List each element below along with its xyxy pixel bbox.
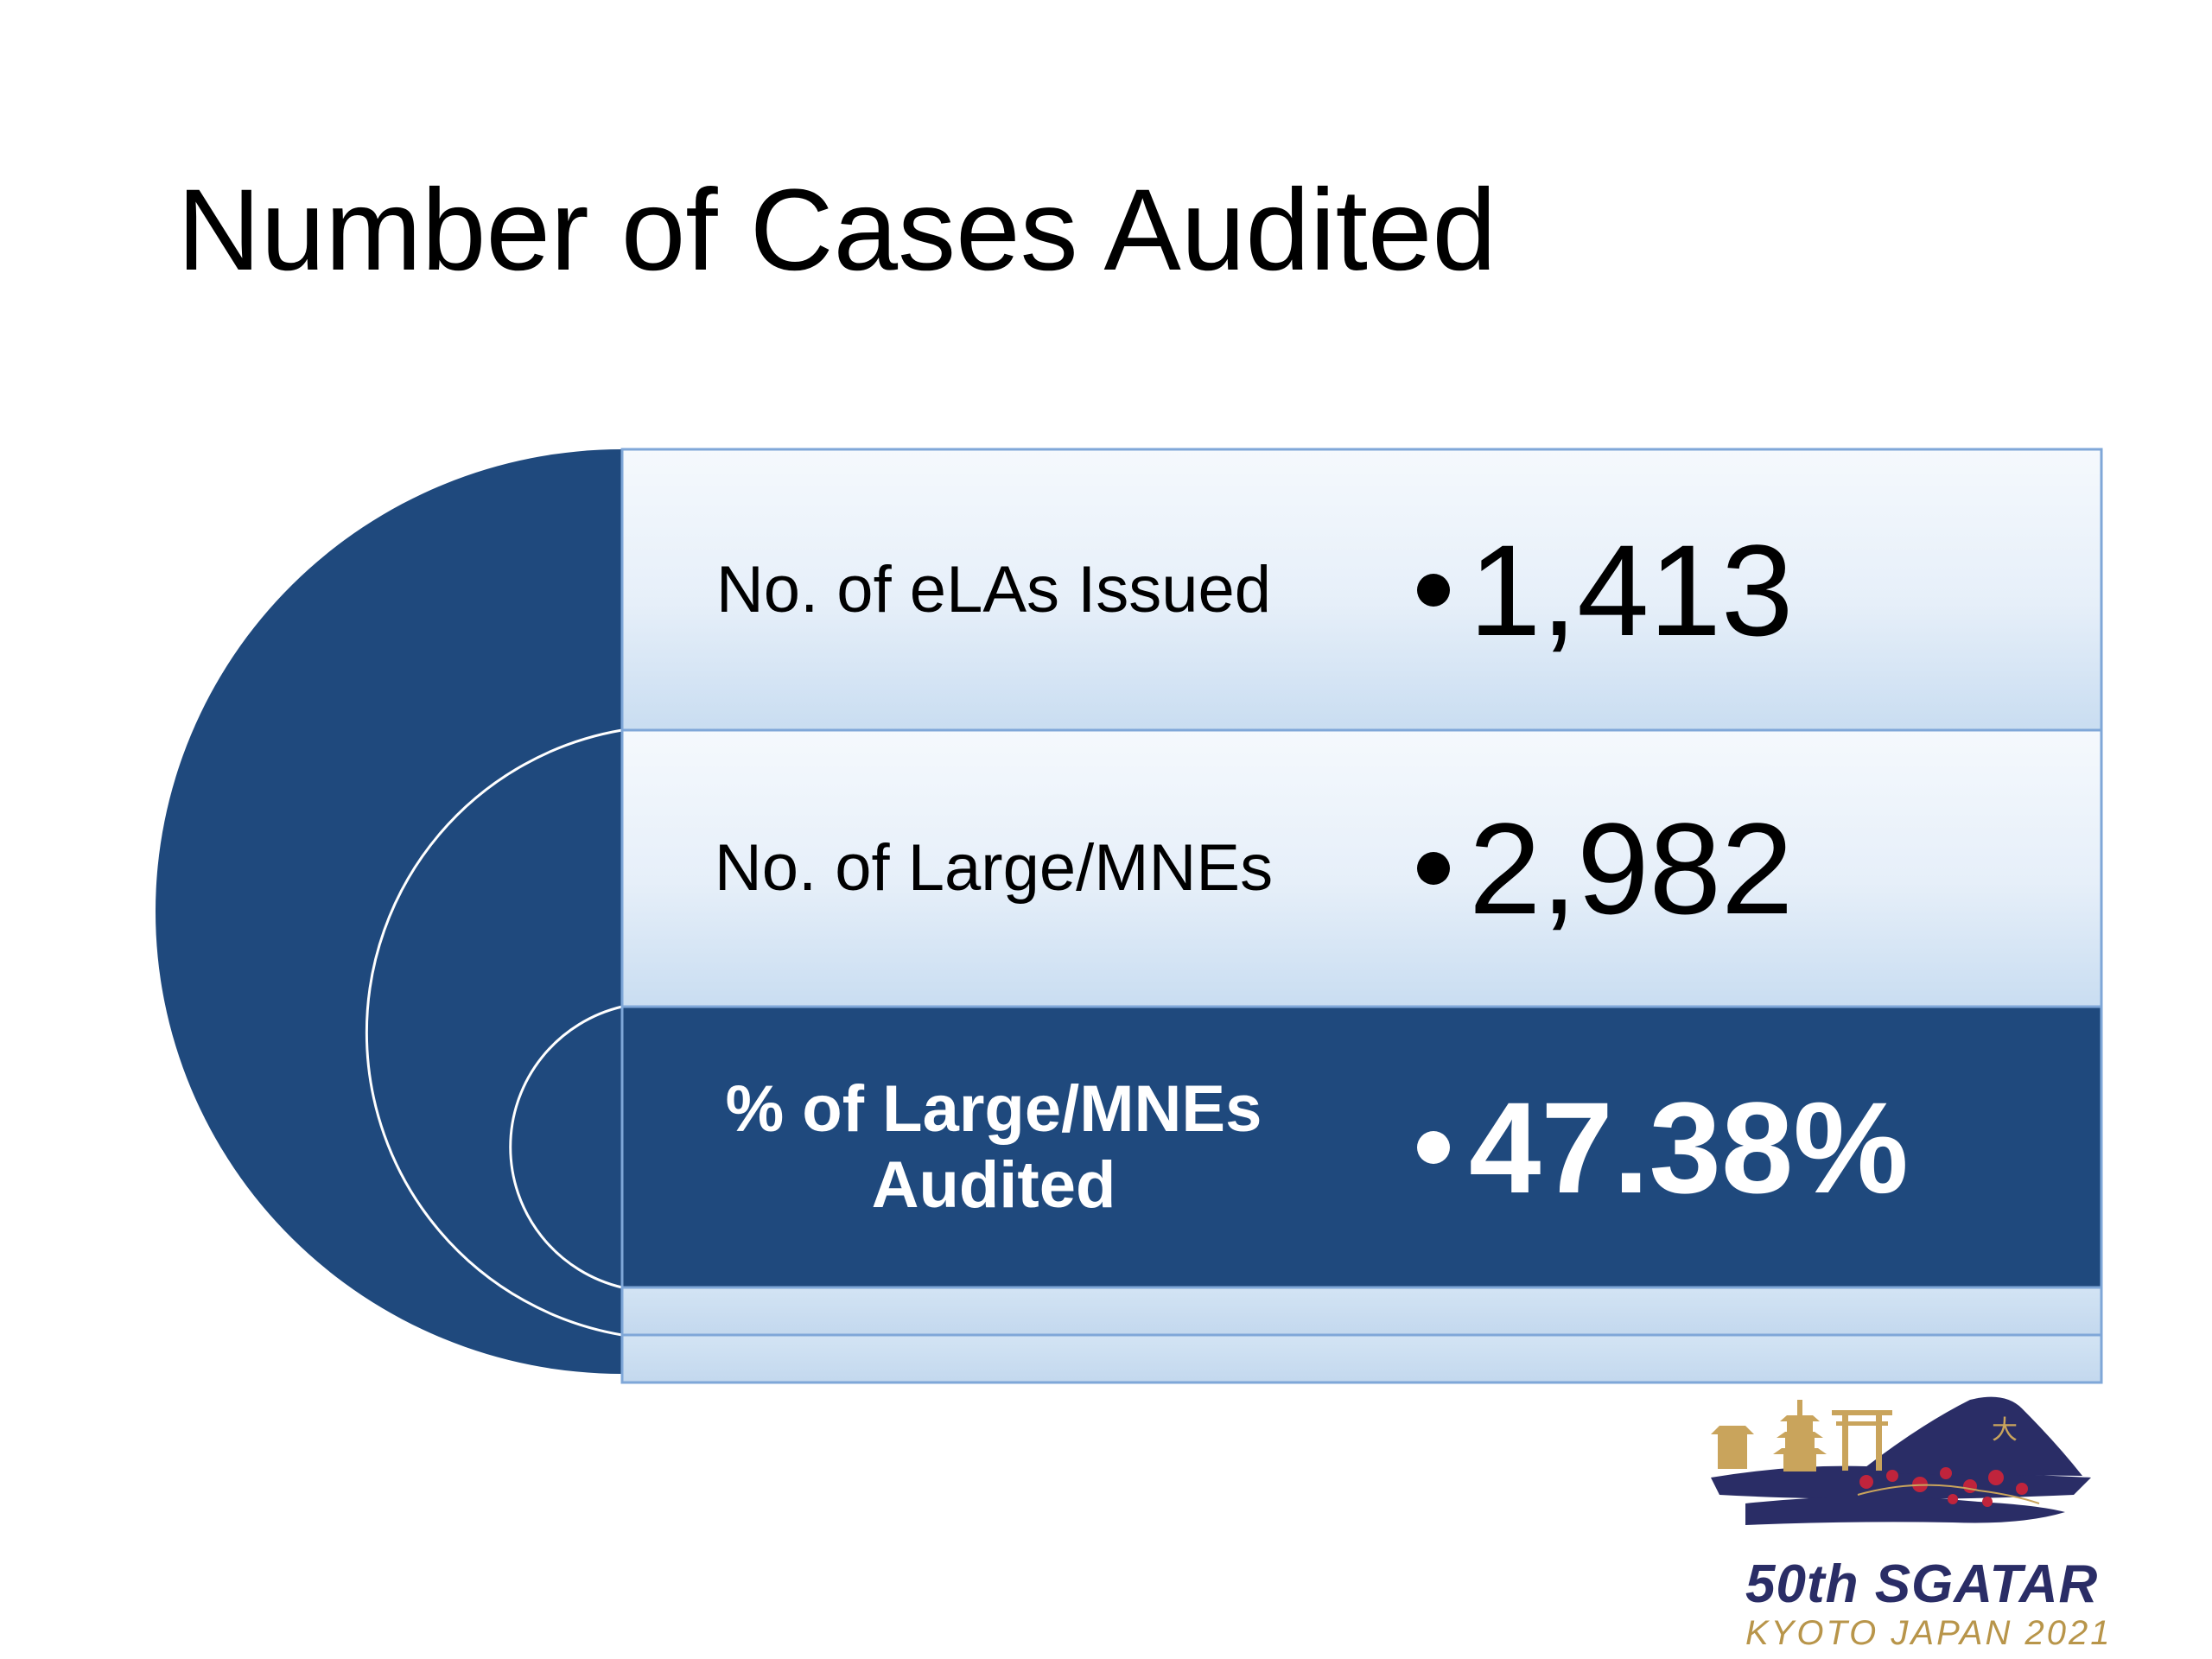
row-2-background [620,728,2103,1008]
sgatar-logo: 大 [1711,1396,2091,1525]
middle-arc [365,728,623,1337]
bullet-icon [1417,852,1450,885]
bullet-icon [1417,573,1450,607]
row-1-background [620,448,2103,732]
outer-half-disc [156,449,622,1374]
logo-line1: 50th SGATAR [1745,1554,2099,1614]
row-3-background [620,1005,2103,1289]
strip-2 [620,1333,2103,1384]
row-3-label: % of Large/MNEs Audited [725,1072,1262,1222]
row-1-value: 1,413 [1469,517,1794,663]
row-1-label: No. of eLAs Issued [715,552,1272,626]
row-2-label: No. of Large/MNEs [714,831,1274,906]
slide-title: Number of Cases Audited [177,166,1497,295]
bullet-icon [1417,1130,1450,1164]
row-2-value: 2,982 [1469,796,1794,941]
row-1-value-wrap: 1,413 [1417,449,1793,730]
logo-kanji: 大 [1992,1415,2018,1446]
logo-line2: KYOTO JAPAN 2021 [1745,1614,2113,1652]
row-3-value-wrap: 47.38% [1417,1007,1909,1287]
row-3-value: 47.38% [1469,1074,1909,1220]
strip-1 [620,1286,2103,1337]
inner-arc [509,1005,623,1289]
row-2-value-wrap: 2,982 [1417,730,1793,1007]
